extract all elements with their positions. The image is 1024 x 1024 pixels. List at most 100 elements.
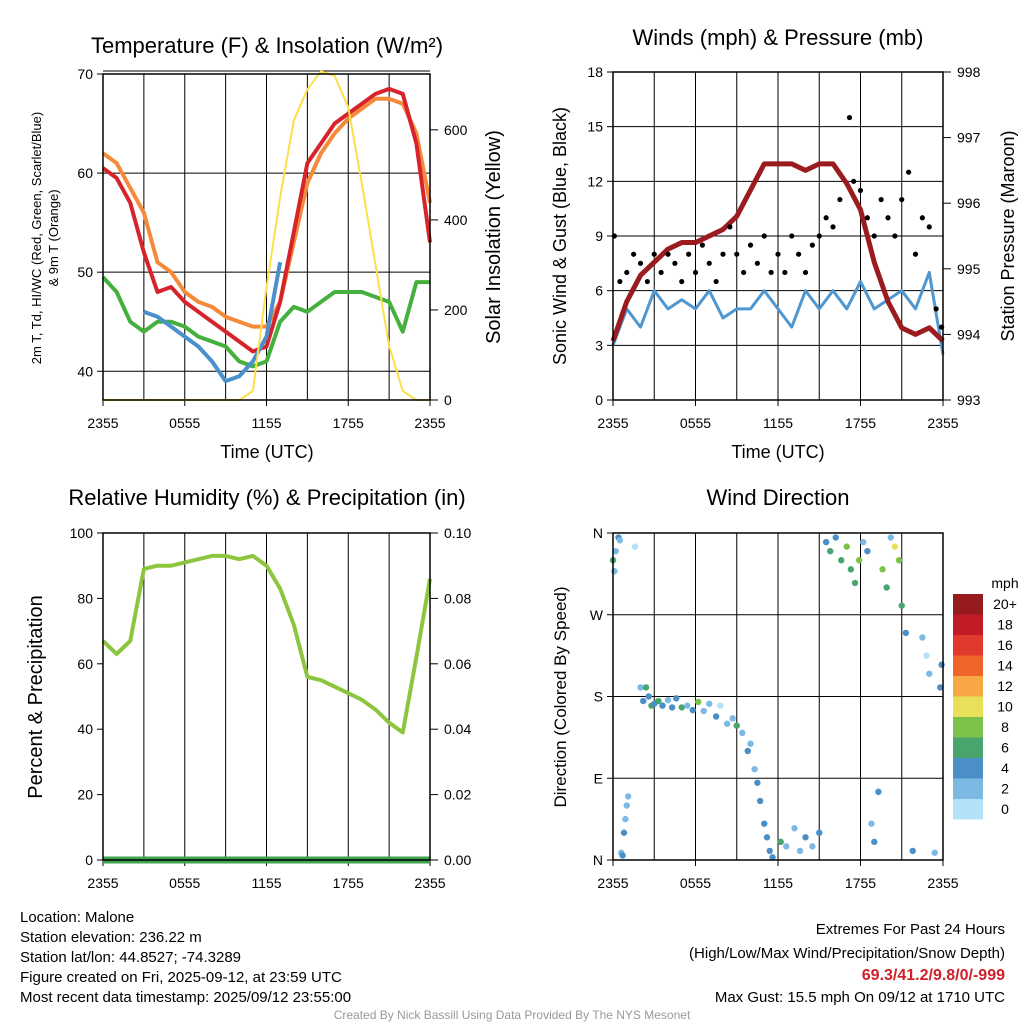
right-tick-label: 200 — [444, 302, 468, 318]
legend-label: 10 — [997, 699, 1013, 715]
plot-frame — [102, 532, 431, 861]
right-tick-label: 993 — [957, 392, 981, 408]
y-tick-label: 40 — [77, 721, 93, 737]
wind-direction-point — [883, 584, 890, 591]
gust-point — [809, 242, 815, 248]
wind-direction-point — [855, 557, 863, 564]
y-tick-label: 18 — [587, 64, 603, 80]
gust-point — [906, 169, 912, 175]
y-tick-label: 80 — [77, 590, 93, 606]
gust-point — [789, 233, 795, 239]
wind-direction-point — [791, 825, 798, 832]
wind-direction-point — [723, 720, 731, 727]
gust-point — [823, 215, 829, 221]
y-tick-label: 0 — [85, 852, 93, 868]
legend-swatch — [953, 614, 983, 635]
wind-direction-point — [879, 566, 886, 573]
extremes-values: 69.3/41.2/9.8/0/-999 — [862, 967, 1005, 984]
wind-direction-point — [717, 702, 724, 709]
chart-panel-3: 2355 0555 1155 1755 2355 N E S W N — [590, 525, 959, 891]
wind-direction-point — [659, 702, 666, 709]
right-tick-label: 996 — [957, 195, 981, 211]
wind-direction-point — [868, 820, 875, 827]
wind-direction-point — [733, 722, 740, 729]
gust-point — [637, 260, 644, 266]
x-tick-label: 2355 — [597, 875, 628, 891]
x-tick-label: 2355 — [414, 415, 445, 431]
y-tick-label: 0 — [595, 392, 603, 408]
winds-right-axis-label: Station Pressure (Maroon) — [998, 130, 1018, 341]
wind-direction-point — [754, 779, 761, 786]
gust-point — [871, 233, 877, 239]
gust-point — [775, 251, 781, 257]
right-tick-label: 0.02 — [444, 787, 471, 803]
right-tick-label: 600 — [444, 122, 468, 138]
gust-point — [857, 187, 864, 194]
wind-direction-point — [678, 704, 685, 711]
x-tick-label: 0555 — [680, 875, 711, 891]
x-tick-label: 0555 — [680, 415, 711, 431]
legend-swatch — [953, 655, 983, 676]
wind-direction-point — [909, 847, 916, 855]
gust-point — [768, 269, 774, 276]
x-tick-label: 2355 — [87, 415, 118, 431]
y-tick-label: 9 — [595, 228, 603, 244]
legend-label: 4 — [1001, 760, 1009, 776]
gust-point — [658, 269, 664, 276]
winds-chart-title: Winds (mph) & Pressure (mb) — [633, 25, 924, 50]
wind-direction-chart-title: Wind Direction — [706, 485, 849, 510]
legend-swatch — [953, 676, 983, 697]
wind-direction-point — [668, 704, 676, 711]
wind-direction-point — [832, 534, 839, 541]
right-tick-label: 0 — [444, 392, 452, 408]
legend-swatch — [953, 594, 983, 615]
temperature-y-axis-label-line1: 2m T, Td, HI/WC (Red, Green, Scarlet/Blu… — [29, 112, 44, 364]
wind-direction-point — [822, 538, 830, 546]
y-tick-label: N — [593, 852, 603, 868]
legend-label: 8 — [1001, 719, 1009, 735]
gust-point — [851, 178, 857, 184]
wind-direction-point — [622, 815, 629, 823]
wind-direction-point — [898, 602, 905, 609]
data-timestamp-text: Most recent data timestamp: 2025/09/12 2… — [20, 989, 351, 1006]
x-tick-label: 1755 — [333, 415, 364, 431]
x-tick-label: 0555 — [169, 875, 200, 891]
temperature-y-axis-label-line2: & 9m T (Orange) — [46, 189, 61, 286]
x-tick-label: 1155 — [251, 415, 281, 431]
legend-swatch — [953, 778, 983, 799]
figure-created-text: Figure created on Fri, 2025-09-12, at 23… — [20, 969, 342, 986]
legend-swatch — [953, 737, 983, 758]
gust-point — [830, 224, 836, 230]
wind-direction-point — [623, 802, 630, 809]
right-tick-label: 0.06 — [444, 656, 471, 672]
extremes-title: Extremes For Past 24 Hours — [816, 921, 1005, 938]
wind-direction-point — [766, 847, 773, 855]
wind-direction-point — [756, 797, 764, 805]
right-tick-label: 0.08 — [444, 590, 471, 606]
wind-direction-point — [864, 547, 871, 555]
gust-point — [802, 269, 809, 276]
wind-direction-point — [739, 729, 746, 737]
gust-point — [741, 269, 747, 276]
wind-direction-point — [747, 740, 754, 747]
right-tick-label: 994 — [957, 326, 981, 342]
gust-point — [699, 242, 705, 248]
legend-swatch — [953, 696, 983, 717]
wind-direction-point — [926, 670, 933, 677]
gust-point — [679, 278, 685, 285]
x-tick-label: 2355 — [597, 415, 628, 431]
y-tick-label: 60 — [77, 165, 93, 181]
x-tick-label: 1155 — [763, 415, 793, 431]
gust-point — [878, 196, 884, 203]
chart-panel-2: 2355 0555 1155 1755 2355 0 20 40 60 80 100 0.00 0.02… — [70, 525, 472, 891]
gust-point — [713, 278, 719, 285]
gust-point — [796, 251, 802, 257]
wind-direction-point — [611, 567, 618, 575]
wind-direction-point — [619, 852, 626, 859]
wind-direction-point — [937, 684, 944, 691]
wind-direction-point — [875, 788, 882, 796]
wind-direction-point — [684, 702, 691, 709]
legend-label: 0 — [1001, 801, 1009, 817]
y-tick-label: 12 — [587, 173, 603, 189]
gust-point — [706, 260, 712, 266]
